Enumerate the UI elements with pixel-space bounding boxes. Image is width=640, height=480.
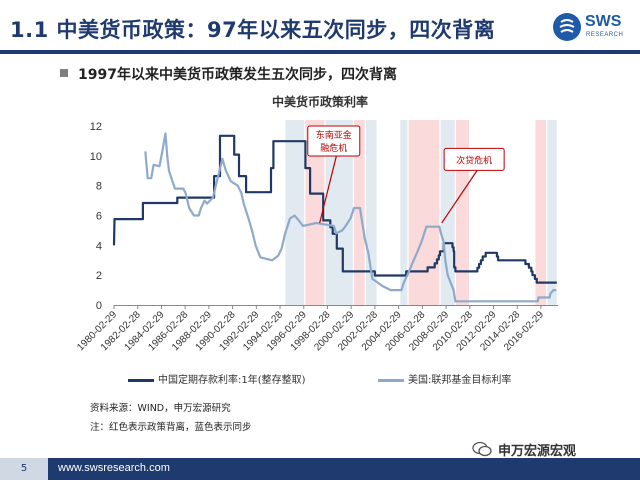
- china-rate-line: [112, 134, 557, 284]
- divergence-band-9: [535, 120, 547, 305]
- y-tick-label: 8: [96, 181, 102, 193]
- sync-band-0: [285, 120, 305, 305]
- chart-legend: 中国定期存款利率:1年(整存整取) 美国:联邦基金目标利率: [128, 371, 588, 387]
- sync-band-10: [547, 120, 557, 305]
- page-number: 5: [0, 458, 48, 480]
- annotation-box: [443, 147, 505, 171]
- y-tick-label: 6: [96, 211, 102, 223]
- annotation-text: 次贷危机: [456, 154, 492, 166]
- y-tick-label: 0: [96, 300, 102, 312]
- legend-label-china: 中国定期存款利率:1年(整存整取): [158, 375, 306, 386]
- color-note: 注：红色表示政策背离，蓝色表示同步: [90, 422, 252, 433]
- y-tick-label: 2: [96, 270, 102, 282]
- wechat-icon: [472, 441, 492, 457]
- sync-band-4: [365, 120, 377, 305]
- legend-item-us: 美国:联邦基金目标利率: [378, 371, 511, 386]
- page-title: 1.1 中美货币政策：97年以来五次同步，四次背离: [10, 18, 496, 42]
- source-note: 资料来源：WIND，申万宏源研究: [90, 403, 231, 414]
- annotation-text: 东南亚金: [316, 129, 352, 141]
- title-divider: [0, 50, 640, 54]
- legend-swatch-us: [378, 378, 404, 382]
- sws-logo: SWS RESEARCH: [552, 12, 632, 46]
- wechat-label: 申万宏源宏观: [498, 444, 577, 459]
- divergence-band-3: [354, 120, 365, 305]
- divergence-band-6: [408, 120, 440, 305]
- footer-url[interactable]: www.swsresearch.com: [58, 462, 170, 474]
- chart-title: 中美货币政策利率: [271, 95, 368, 109]
- divergence-band-1: [305, 120, 325, 305]
- bullet-square-icon: [60, 69, 68, 77]
- y-tick-label: 12: [90, 121, 102, 133]
- annotation-text: 融危机: [320, 142, 347, 154]
- wechat-watermark: 申万宏源宏观: [470, 440, 635, 462]
- annotation-pointer: [319, 155, 337, 224]
- sws-logo-mark-icon: [553, 13, 581, 41]
- footer-bar: 5 www.swsresearch.com: [0, 458, 640, 480]
- logo-text: SWS: [585, 13, 622, 30]
- legend-swatch-china: [128, 378, 154, 382]
- y-tick-label: 4: [96, 240, 102, 252]
- logo-subtext: RESEARCH: [586, 32, 624, 38]
- title-bar: 1.1 中美货币政策：97年以来五次同步，四次背离 SWS RESEARCH: [0, 0, 640, 62]
- bullet-text: 1997年以来中美货币政策发生五次同步，四次背离: [78, 67, 397, 83]
- annotation-pointer: [441, 170, 478, 224]
- divergence-band-8: [456, 120, 470, 305]
- y-tick-label: 10: [90, 151, 102, 163]
- bullet-point: 1997年以来中美货币政策发生五次同步，四次背离: [60, 64, 397, 84]
- sync-band-5: [400, 120, 408, 305]
- legend-label-us: 美国:联邦基金目标利率: [408, 375, 512, 386]
- annotation-box: [307, 125, 361, 157]
- legend-item-china: 中国定期存款利率:1年(整存整取): [128, 371, 306, 386]
- us-fed-rate-line: [144, 132, 557, 303]
